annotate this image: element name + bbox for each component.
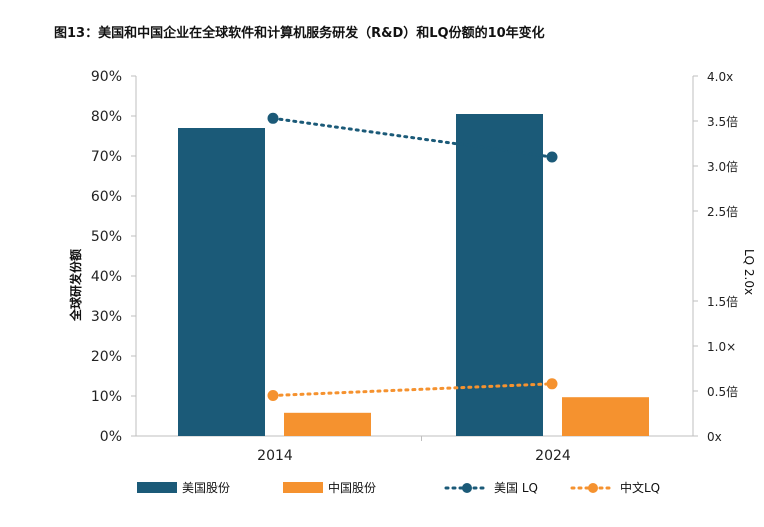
right-tick-label: 1.0× [707,340,736,354]
legend-us-share-label: 美国股份 [182,481,230,495]
x-tick-label: 2014 [257,448,293,464]
cn-share-bar [284,412,371,436]
chart-title: 图13：美国和中国企业在全球软件和计算机服务研发（R&D）和LQ份额的10年变化 [54,26,545,41]
legend-us-lq-marker [462,483,472,493]
cn-share-bar [562,397,649,436]
cn-lq-point [546,378,558,390]
x-tick-label: 2024 [535,448,571,464]
left-tick-label: 0% [100,429,122,445]
left-tick-label: 90% [91,69,122,85]
legend-cn-lq-label: 中文LQ [620,480,660,495]
left-tick-label: 40% [91,269,122,285]
legend-cn-share-swatch [283,482,323,493]
left-tick-label: 50% [91,229,122,245]
us-share-bar [456,114,543,436]
legend-us-lq-label: 美国 LQ [494,481,538,495]
left-tick-label: 60% [91,189,122,205]
left-tick-label: 70% [91,149,122,165]
us-share-bar [178,128,265,436]
left-tick-label: 10% [91,389,122,405]
us-lq-point [267,112,279,124]
us-lq-line [271,116,554,159]
us-lq-point [546,151,558,163]
right-tick-label: 1.5倍 [707,294,738,309]
legend-cn-lq-marker [588,483,598,493]
y-axis-title: 全球研发份额 [68,249,83,322]
right-tick-label: 0x [707,430,722,444]
legend-cn-share-label: 中国股份 [328,480,376,495]
right-tick-label: 3.5倍 [707,114,738,129]
right-tick-label: 4.0x [707,70,733,84]
y2-axis-title: LQ 2.0x [742,249,756,295]
left-tick-label: 80% [91,109,122,125]
legend-us-share-swatch [137,482,177,493]
left-tick-label: 20% [91,349,122,365]
right-tick-label: 2.5倍 [707,204,738,219]
right-tick-label: 3.0倍 [707,159,738,174]
cn-lq-line [271,382,554,397]
cn-lq-point [267,390,279,401]
left-tick-label: 30% [91,309,122,325]
right-tick-label: 0.5倍 [707,384,738,399]
